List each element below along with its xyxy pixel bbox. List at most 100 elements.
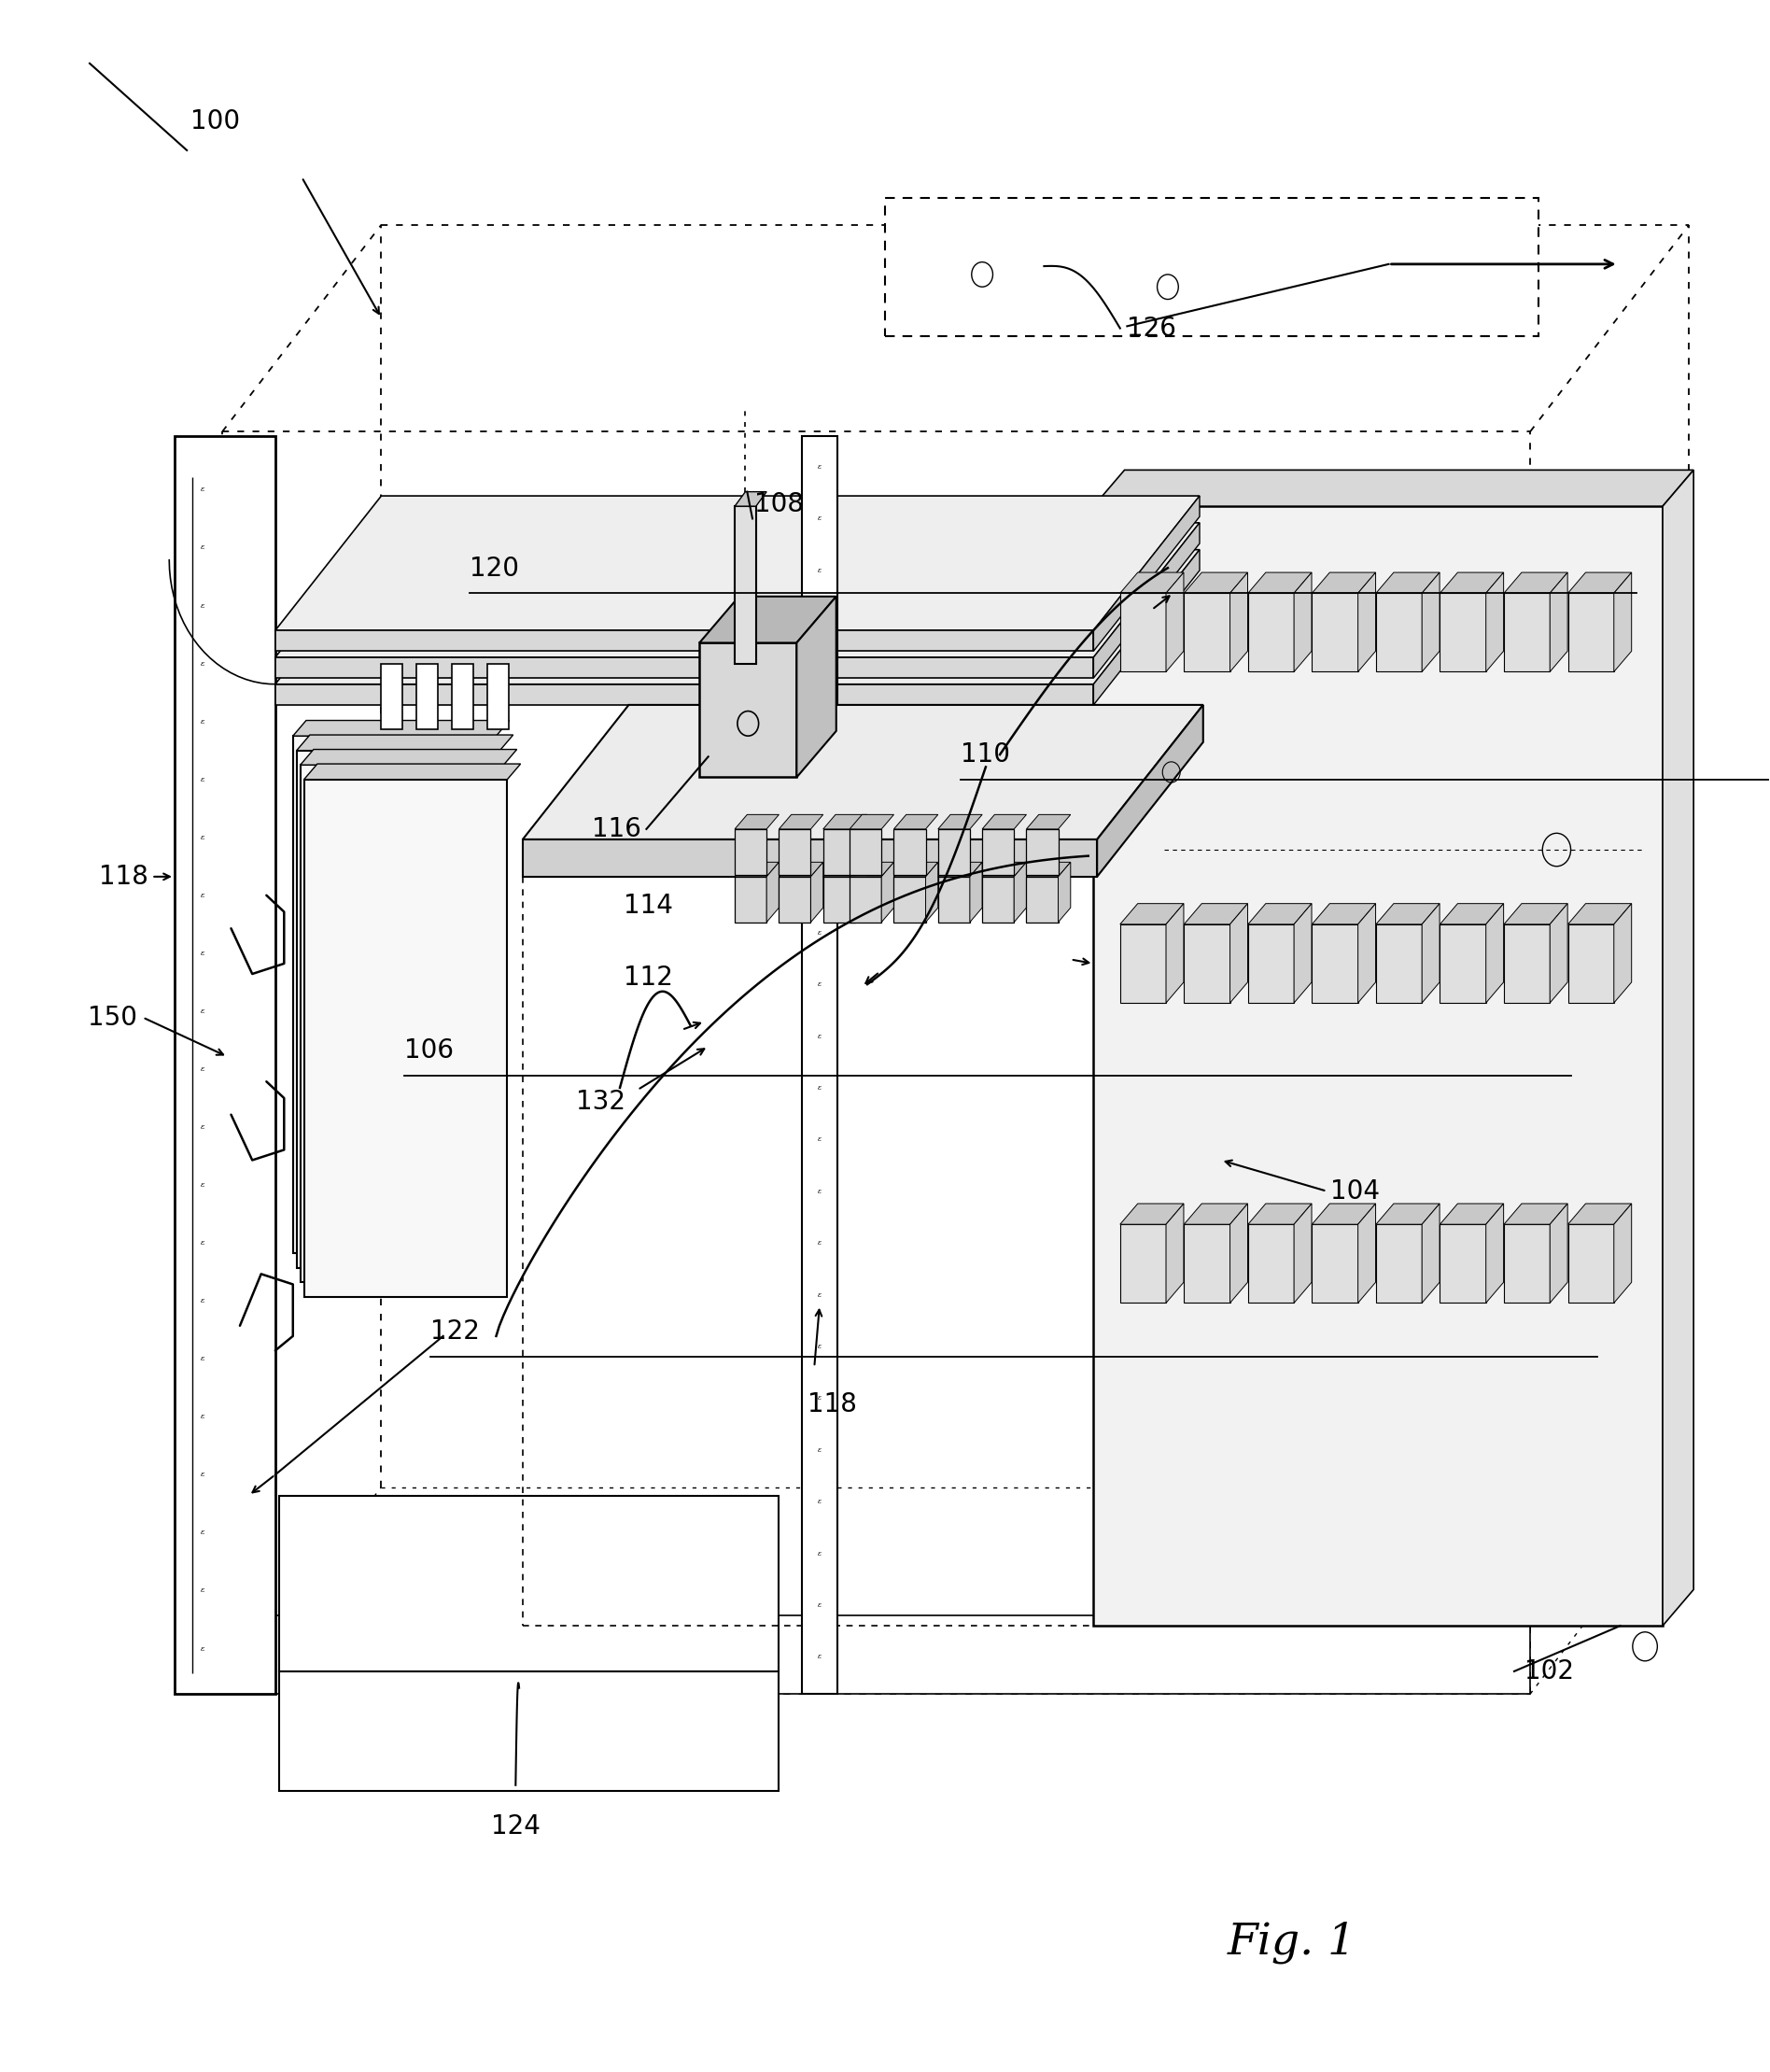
Polygon shape (881, 862, 894, 922)
Polygon shape (982, 829, 1014, 874)
Text: ε: ε (200, 1181, 205, 1189)
Polygon shape (735, 506, 756, 663)
Polygon shape (1568, 924, 1614, 1003)
Polygon shape (276, 522, 1200, 657)
Text: 108: 108 (754, 491, 804, 518)
Text: 116: 116 (591, 816, 641, 841)
Polygon shape (1375, 903, 1439, 924)
Text: ε: ε (818, 1343, 821, 1351)
Bar (280, 1672, 779, 1792)
Polygon shape (1027, 814, 1071, 829)
Polygon shape (297, 736, 513, 750)
Polygon shape (823, 814, 867, 829)
Polygon shape (1662, 470, 1694, 1627)
Text: ε: ε (200, 1529, 205, 1537)
Text: ε: ε (818, 516, 821, 522)
Text: ε: ε (200, 1471, 205, 1479)
Polygon shape (1487, 1204, 1503, 1303)
Polygon shape (1248, 572, 1312, 593)
Polygon shape (1614, 1204, 1632, 1303)
Polygon shape (982, 814, 1027, 829)
Polygon shape (1568, 572, 1632, 593)
Polygon shape (779, 876, 811, 922)
Polygon shape (1294, 903, 1312, 1003)
Polygon shape (276, 684, 1094, 704)
Polygon shape (1375, 593, 1421, 671)
Text: ε: ε (200, 1123, 205, 1131)
Text: ε: ε (200, 949, 205, 957)
Text: ε: ε (818, 464, 821, 470)
Text: ε: ε (200, 891, 205, 899)
Polygon shape (1441, 572, 1503, 593)
Polygon shape (1248, 924, 1294, 1003)
Polygon shape (1120, 924, 1166, 1003)
Text: 122: 122 (430, 1320, 480, 1345)
Polygon shape (451, 663, 473, 729)
Polygon shape (1504, 924, 1551, 1003)
Text: ε: ε (818, 1653, 821, 1660)
Polygon shape (1312, 1225, 1358, 1303)
Polygon shape (1551, 1204, 1568, 1303)
Polygon shape (855, 862, 867, 922)
Polygon shape (1504, 593, 1551, 671)
Polygon shape (850, 876, 881, 922)
Polygon shape (1358, 1204, 1375, 1303)
Polygon shape (1120, 1225, 1166, 1303)
Polygon shape (850, 814, 894, 829)
Polygon shape (1614, 572, 1632, 671)
Text: ε: ε (200, 775, 205, 783)
Text: ε: ε (818, 1498, 821, 1506)
Polygon shape (304, 779, 508, 1297)
Polygon shape (1568, 593, 1614, 671)
Polygon shape (1375, 1225, 1421, 1303)
Text: 114: 114 (623, 893, 673, 918)
Polygon shape (1184, 572, 1248, 593)
Polygon shape (1358, 572, 1375, 671)
Polygon shape (938, 862, 982, 876)
Polygon shape (1120, 1204, 1184, 1225)
Text: ε: ε (200, 1413, 205, 1421)
Polygon shape (1027, 862, 1071, 876)
Polygon shape (522, 704, 1204, 839)
Polygon shape (1375, 1204, 1439, 1225)
Text: ε: ε (200, 659, 205, 667)
Polygon shape (1184, 1225, 1230, 1303)
Polygon shape (850, 829, 881, 874)
Polygon shape (1184, 924, 1230, 1003)
Polygon shape (982, 862, 1027, 876)
Polygon shape (1421, 1204, 1439, 1303)
Polygon shape (796, 597, 835, 777)
Polygon shape (1230, 572, 1248, 671)
Polygon shape (926, 862, 938, 922)
Text: ε: ε (818, 1602, 821, 1608)
Polygon shape (1230, 1204, 1248, 1303)
Text: 150: 150 (89, 1005, 138, 1030)
Polygon shape (894, 829, 926, 874)
Text: ε: ε (200, 1355, 205, 1363)
Polygon shape (1058, 862, 1071, 922)
Text: ε: ε (818, 1084, 821, 1092)
Polygon shape (1441, 903, 1503, 924)
Polygon shape (802, 435, 837, 1695)
Text: ε: ε (200, 1065, 205, 1073)
Polygon shape (1094, 495, 1200, 651)
Polygon shape (938, 814, 982, 829)
Polygon shape (1120, 903, 1184, 924)
Polygon shape (823, 862, 867, 876)
Polygon shape (982, 876, 1014, 922)
Text: ε: ε (200, 487, 205, 493)
Polygon shape (1441, 1225, 1487, 1303)
Polygon shape (1184, 593, 1230, 671)
Polygon shape (1441, 593, 1487, 671)
Polygon shape (1504, 572, 1568, 593)
Text: 126: 126 (1127, 315, 1177, 342)
Polygon shape (850, 862, 894, 876)
Polygon shape (1094, 506, 1662, 1627)
Text: ε: ε (818, 1291, 821, 1299)
Polygon shape (735, 491, 766, 506)
Polygon shape (1294, 1204, 1312, 1303)
Polygon shape (276, 495, 1200, 630)
Text: 102: 102 (1524, 1658, 1574, 1685)
Polygon shape (1358, 903, 1375, 1003)
Text: 100: 100 (191, 108, 241, 135)
